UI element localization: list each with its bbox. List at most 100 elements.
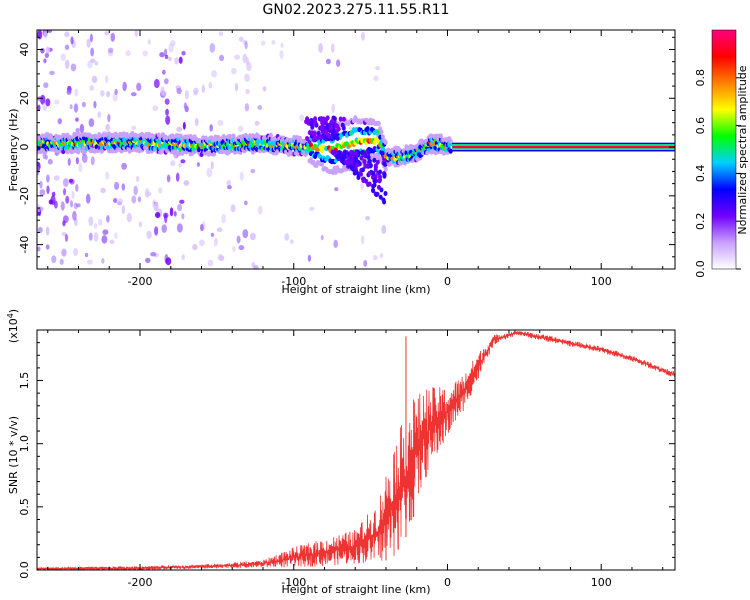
spectrogram-speckle bbox=[135, 175, 140, 183]
spectrogram-speckle bbox=[104, 31, 109, 36]
spectrogram-frame bbox=[36, 29, 676, 270]
spectrogram-speckle bbox=[242, 53, 248, 64]
colorbar-tick-label: 0.2 bbox=[694, 212, 707, 230]
spectrogram-speckle bbox=[61, 248, 67, 257]
spectrogram-speckle bbox=[289, 239, 294, 244]
snr-y-tick-label: 0.5 bbox=[18, 498, 31, 516]
spectrogram-speckle bbox=[69, 104, 73, 110]
snr-multiplier-suffix: ) bbox=[7, 309, 20, 313]
spectrogram-speckle bbox=[336, 59, 341, 67]
spectrogram-speckle bbox=[320, 234, 324, 241]
spectrogram-speckle bbox=[284, 233, 290, 241]
spectrogram-speckle bbox=[64, 44, 70, 50]
spectrogram-tail-cell bbox=[372, 157, 377, 163]
spectrogram-speckle bbox=[206, 167, 213, 178]
snr-y-axis-label: SNR (10 * v/v) bbox=[7, 416, 20, 494]
spectrogram-speckle bbox=[244, 73, 250, 82]
spectrogram-y-axis-label: Frequency (Hz) bbox=[7, 109, 20, 192]
spectrogram-speckle bbox=[90, 156, 95, 166]
spectrogram-speckle bbox=[43, 58, 47, 64]
spectrogram-blob-cell bbox=[326, 133, 331, 139]
spectrogram-speckle bbox=[192, 243, 198, 251]
spectrogram-speckle bbox=[375, 66, 381, 71]
spectrogram-speckle bbox=[106, 215, 110, 223]
spectrogram-blob-cell bbox=[319, 125, 324, 131]
spectrogram-speckle bbox=[137, 196, 142, 203]
spectrogram-speckle bbox=[165, 257, 172, 266]
spectrogram-blob-cell bbox=[332, 116, 337, 122]
spectrogram-speckle bbox=[51, 255, 57, 264]
spectrogram-tail-cell bbox=[372, 178, 377, 184]
spectrogram-speckle bbox=[236, 235, 241, 244]
spectrogram-speckle bbox=[73, 247, 79, 257]
colorbar-tick-label: 0.8 bbox=[694, 69, 707, 87]
spectrogram-speckle bbox=[136, 82, 142, 92]
colorbar-tick-label: 0.0 bbox=[694, 260, 707, 278]
spectrogram-speckle bbox=[107, 113, 111, 123]
spectrogram-speckle bbox=[217, 119, 224, 127]
spectrogram-speckle bbox=[93, 232, 99, 242]
spectrogram-speckle bbox=[97, 111, 102, 119]
spectrogram-speckle bbox=[325, 58, 331, 65]
spectrogram-speckle bbox=[168, 57, 172, 62]
spectrogram-ridge-cell bbox=[376, 121, 381, 127]
spectrogram-speckle bbox=[67, 157, 71, 166]
spectrogram-tail-cell bbox=[373, 163, 378, 169]
spectrogram-speckle bbox=[86, 38, 91, 48]
spectrogram-ridge-cell bbox=[380, 146, 385, 152]
spectrogram-ridge-cell bbox=[160, 132, 165, 138]
spectrogram-speckle bbox=[97, 218, 103, 226]
spectrogram-blob-cell bbox=[313, 135, 318, 141]
spectrogram-ridge-cell bbox=[434, 133, 439, 139]
spectrogram-speckle bbox=[178, 162, 182, 168]
snr-frame bbox=[36, 329, 676, 571]
spectrogram-speckle bbox=[181, 50, 186, 56]
spectrogram-blob-cell bbox=[312, 131, 317, 137]
spectrogram-speckle bbox=[176, 223, 183, 233]
spectrogram-blob-cell bbox=[330, 131, 335, 137]
spectrogram-speckle bbox=[105, 75, 109, 84]
snr-multiplier-prefix: (x10 bbox=[7, 318, 20, 343]
snr-x-ticks: -200 -100 0 100 bbox=[47, 330, 664, 589]
spectrogram-tail-cell bbox=[363, 163, 368, 169]
spectrogram-tail-cell bbox=[355, 162, 360, 168]
spectrogram-blob-cell bbox=[324, 136, 329, 142]
spectrogram-y-tick-label: -40 bbox=[18, 236, 31, 254]
spectrogram-tail-cell bbox=[379, 187, 384, 193]
spectrogram-blob-cell bbox=[310, 124, 315, 130]
spectrogram-speckle bbox=[109, 239, 115, 245]
spectrogram-speckle bbox=[37, 165, 40, 176]
spectrogram-speckle bbox=[227, 185, 232, 190]
spectrogram-speckle bbox=[170, 40, 176, 47]
spectrogram-speckle bbox=[254, 120, 260, 126]
spectrogram-speckle bbox=[53, 200, 58, 209]
spectrogram-blob-cell bbox=[309, 120, 314, 126]
spectrogram-tail-cell bbox=[337, 153, 342, 159]
spectrogram-tail-cell bbox=[377, 177, 382, 183]
spectrogram-speckle bbox=[210, 161, 214, 170]
spectrogram-speckle bbox=[75, 128, 80, 133]
spectrogram-ridge-cell bbox=[315, 147, 320, 153]
snr-y-tick-label: 1.5 bbox=[18, 372, 31, 390]
spectrogram-speckle bbox=[45, 46, 51, 54]
spectrogram-speckle bbox=[175, 172, 180, 182]
spectrogram-speckle bbox=[74, 88, 79, 97]
spectrogram-speckle bbox=[152, 105, 159, 112]
spectrogram-speckle bbox=[170, 160, 176, 167]
spectrogram-speckle bbox=[64, 31, 70, 38]
spectrogram-tail-cell bbox=[383, 191, 388, 197]
spectrogram-y-tick-label: -20 bbox=[18, 187, 31, 205]
spectrogram-ridge-cell bbox=[365, 126, 370, 132]
spectrogram-blob-cell bbox=[313, 116, 318, 122]
spectrogram-speckle bbox=[360, 182, 364, 191]
spectrogram-speckle bbox=[87, 259, 93, 265]
spectrogram-ridge-cell bbox=[178, 133, 183, 139]
spectrogram-speckle bbox=[219, 54, 225, 62]
spectrogram-ridge-cell bbox=[383, 139, 388, 145]
spectrogram-tail-cell bbox=[359, 155, 364, 161]
spectrogram-tail-cell bbox=[375, 159, 380, 165]
spectrogram-x-tick-label: -200 bbox=[128, 275, 153, 288]
spectrogram-speckle bbox=[37, 226, 43, 234]
spectrogram-speckle bbox=[45, 226, 50, 236]
